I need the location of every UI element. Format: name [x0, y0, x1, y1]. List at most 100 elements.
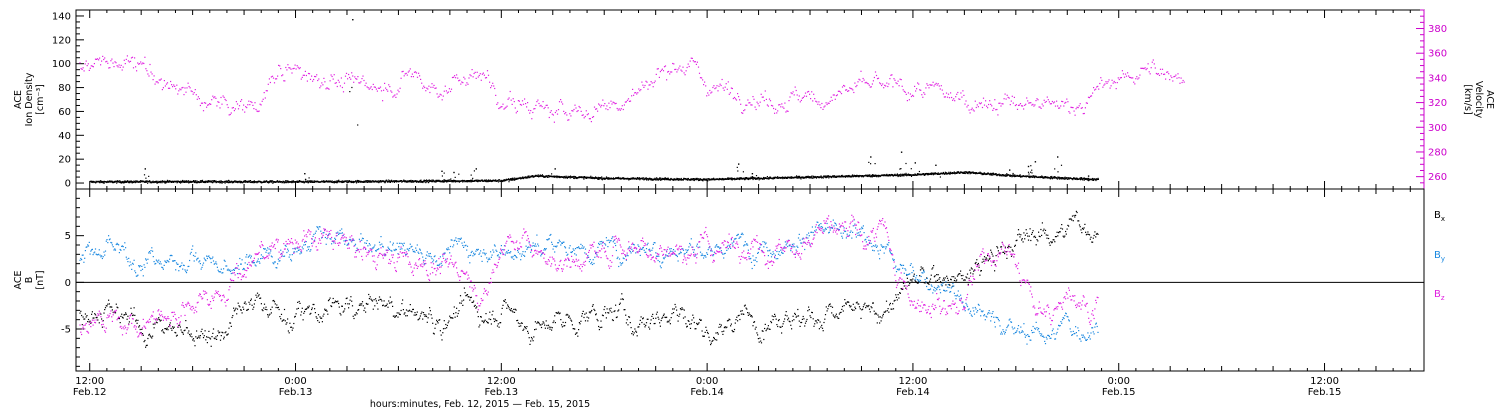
- density-point: [638, 177, 640, 180]
- velocity-point: [1093, 87, 1095, 89]
- bx-point: [84, 318, 86, 320]
- bx-point: [480, 316, 482, 318]
- y-left-axis-title: ACEIon Density[cm⁻³]: [13, 72, 46, 126]
- velocity-point: [638, 88, 640, 90]
- density-point: [131, 181, 134, 183]
- density-point: [847, 175, 849, 177]
- velocity-point: [508, 97, 510, 99]
- velocity-point: [486, 70, 489, 72]
- velocity-point: [180, 89, 182, 91]
- bx-point: [104, 307, 107, 309]
- bx-point: [465, 295, 467, 297]
- bx-point: [261, 309, 263, 311]
- bx-point: [436, 321, 438, 323]
- velocity-point: [744, 109, 746, 111]
- y-right-axis-title-line: [km/s]: [1462, 84, 1473, 114]
- density-point: [203, 181, 206, 184]
- velocity-point: [810, 98, 812, 100]
- velocity-point: [185, 91, 187, 93]
- velocity-point: [812, 100, 814, 102]
- bx-point: [216, 335, 218, 337]
- density-point: [860, 175, 862, 177]
- velocity-point: [1097, 85, 1099, 87]
- density-point: [868, 174, 870, 176]
- velocity-point: [835, 95, 837, 97]
- bx-point: [280, 313, 283, 315]
- bx-point: [566, 313, 568, 315]
- density-point: [419, 179, 421, 182]
- bx-point: [441, 339, 443, 341]
- bx-point: [222, 332, 224, 334]
- bx-point: [333, 302, 335, 304]
- velocity-point: [420, 78, 422, 80]
- bx-point: [517, 322, 519, 324]
- velocity-point: [976, 104, 978, 106]
- velocity-point: [549, 111, 551, 113]
- velocity-point: [396, 93, 398, 95]
- density-point: [336, 180, 338, 182]
- density-point: [899, 175, 902, 177]
- density-point: [710, 179, 712, 181]
- bx-point: [645, 324, 647, 326]
- velocity-point: [1163, 73, 1165, 75]
- velocity-point: [582, 114, 584, 116]
- velocity-point: [187, 82, 189, 84]
- density-point: [857, 176, 859, 178]
- velocity-point: [1019, 103, 1022, 105]
- velocity-point: [188, 85, 190, 88]
- density-point: [667, 177, 669, 179]
- bx-point: [677, 320, 679, 322]
- density-point: [679, 178, 681, 180]
- density-point: [206, 181, 208, 183]
- velocity-point: [284, 80, 286, 82]
- bx-point: [673, 308, 675, 310]
- density-point: [673, 179, 675, 181]
- velocity-point: [118, 64, 120, 66]
- density-point: [708, 179, 710, 181]
- density-point: [152, 180, 154, 182]
- density-point: [524, 177, 526, 179]
- velocity-point: [623, 104, 625, 106]
- bx-point: [308, 305, 310, 307]
- velocity-point: [837, 90, 839, 92]
- density-point: [573, 177, 575, 180]
- density-point: [285, 182, 287, 184]
- density-point: [555, 176, 557, 178]
- density-point: [276, 181, 278, 183]
- y-left-tick-label: 40: [58, 131, 71, 142]
- velocity-point: [1152, 59, 1154, 61]
- velocity-point: [601, 104, 603, 106]
- bx-point: [496, 320, 498, 322]
- velocity-point: [160, 78, 162, 80]
- velocity-point: [490, 87, 492, 89]
- density-point: [1064, 178, 1067, 180]
- density-point: [622, 177, 624, 179]
- velocity-point: [920, 89, 922, 91]
- density-point: [1035, 175, 1037, 178]
- velocity-point: [555, 110, 558, 112]
- velocity-point: [537, 99, 539, 101]
- velocity-point: [755, 108, 757, 111]
- density-point: [969, 173, 971, 175]
- velocity-point: [996, 108, 998, 111]
- velocity-point: [915, 90, 917, 92]
- velocity-point: [661, 68, 663, 70]
- density-point: [559, 176, 561, 178]
- velocity-point: [408, 70, 410, 72]
- bx-point: [553, 320, 555, 322]
- density-point: [656, 179, 658, 181]
- velocity-point: [363, 79, 365, 82]
- velocity-point: [930, 84, 932, 86]
- density-point: [755, 178, 757, 180]
- bx-point: [357, 309, 359, 311]
- density-point: [144, 168, 146, 170]
- density-point: [706, 178, 708, 180]
- density-point: [801, 176, 803, 178]
- velocity-point: [1142, 67, 1144, 69]
- bx-point: [281, 320, 283, 322]
- bx-point: [530, 336, 533, 339]
- density-point: [897, 175, 899, 178]
- bx-point: [319, 316, 321, 318]
- density-point: [755, 175, 758, 177]
- bx-point: [660, 319, 662, 322]
